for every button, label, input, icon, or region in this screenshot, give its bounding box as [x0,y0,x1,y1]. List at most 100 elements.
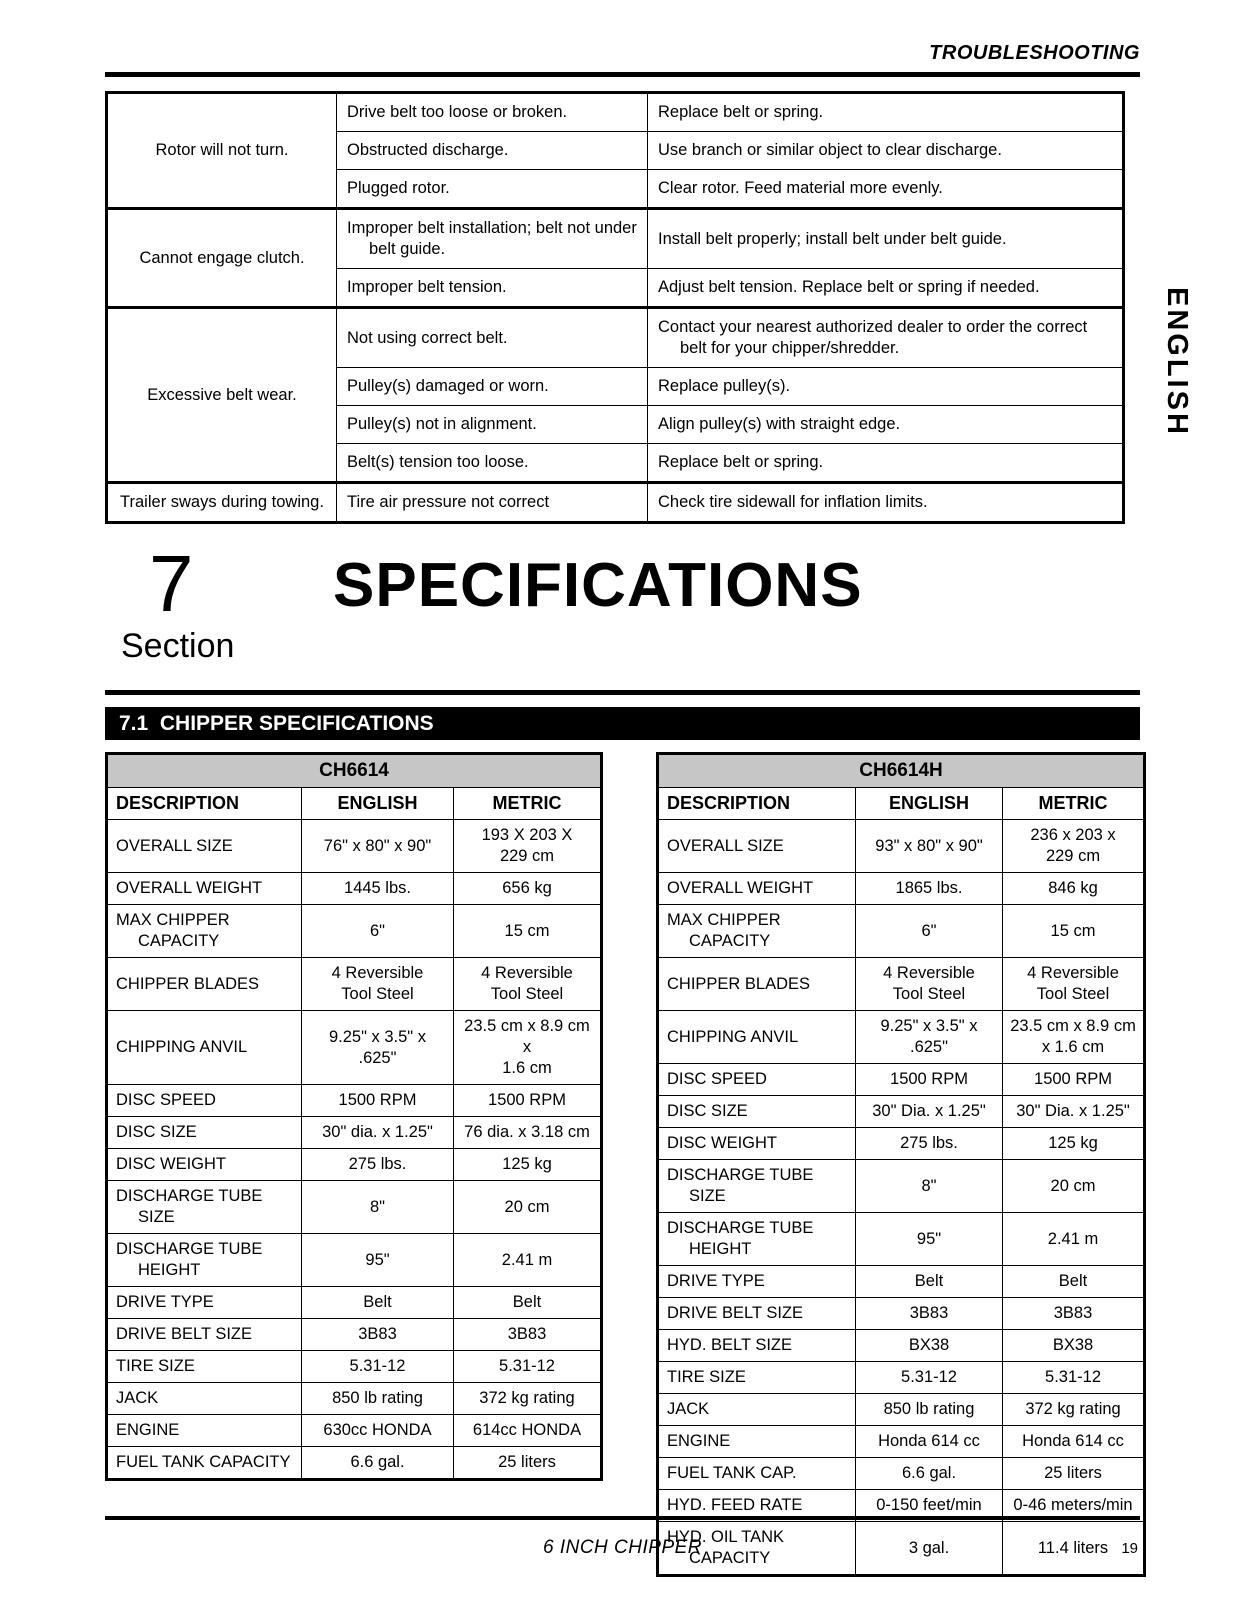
spec-desc-cell: JACK [657,1393,856,1426]
spec-metric-cell: 20 cm [453,1180,602,1234]
spec-desc-cell: JACK [106,1382,302,1415]
spec-metric-cell: 656 kg [453,872,602,905]
spec-desc-cell: CHIPPING ANVIL [106,1010,302,1085]
problem-cell: Cannot engage clutch. [106,207,337,308]
spec-desc-cell: DRIVE BELT SIZE [106,1318,302,1351]
spec-english-cell: 1500 RPM [855,1063,1003,1096]
spec-tables: CH6614 DESCRIPTION ENGLISH METRIC OVERAL… [105,752,1147,1577]
spec-metric-cell: 1500 RPM [453,1084,602,1117]
table-row: Trailer sways during towing. Tire air pr… [106,481,1124,523]
table-row: DISCHARGE TUBE HEIGHT 95" 2.41 m [106,1233,602,1287]
remedy-cell: Clear rotor. Feed material more evenly. [647,169,1124,209]
table-row: DISC SPEED 1500 RPM 1500 RPM [106,1084,602,1117]
cause-cell: Plugged rotor. [336,169,648,209]
remedy-cell: Replace belt or spring. [647,443,1124,483]
spec-desc-cell: DRIVE TYPE [657,1265,856,1298]
remedy-cell: Adjust belt tension. Replace belt or spr… [647,268,1124,308]
spec-metric-cell: 2.41 m [1001,1212,1146,1266]
cause-cell: Belt(s) tension too loose. [336,443,648,483]
spec-english-cell: 93" x 80" x 90" [855,819,1003,873]
spec-table-ch6614: CH6614 DESCRIPTION ENGLISH METRIC OVERAL… [105,752,603,1481]
spec-english-cell: 1865 lbs. [855,872,1003,905]
spec-english-cell: 630cc HONDA [301,1414,454,1447]
table-row: DISC WEIGHT 275 lbs. 125 kg [657,1127,1146,1160]
cause-cell: Not using correct belt. [336,306,648,368]
spec-desc-cell: ENGINE [657,1425,856,1458]
table-row: CHIPPER BLADES 4 Reversible Tool Steel 4… [657,957,1146,1011]
spec-english-cell: 95" [301,1233,454,1287]
spec-english-cell: 275 lbs. [301,1148,454,1181]
model-header: CH6614H [656,753,1146,788]
table-row: Improper belt tension. Adjust belt tensi… [107,268,1124,308]
spec-english-cell: 1445 lbs. [301,872,454,905]
problem-cell: Rotor will not turn. [106,91,337,209]
column-header: DESCRIPTION [657,787,856,820]
spec-metric-cell: Belt [1001,1265,1146,1298]
spec-desc-cell: DRIVE BELT SIZE [657,1297,856,1330]
table-row: JACK 850 lb rating 372 kg rating [657,1393,1146,1426]
table-row: OVERALL SIZE 93" x 80" x 90" 236 x 203 x… [657,819,1146,873]
spec-desc-cell: DISC SIZE [106,1116,302,1149]
spec-metric-cell: 5.31-12 [1001,1361,1146,1394]
cause-cell: Obstructed discharge. [336,131,648,170]
spec-english-cell: 850 lb rating [855,1393,1003,1426]
spec-english-cell: BX38 [855,1329,1003,1362]
table-row: ENGINE 630cc HONDA 614cc HONDA [106,1414,602,1447]
table-row: DISCHARGE TUBE HEIGHT 95" 2.41 m [657,1212,1146,1266]
table-row: DRIVE BELT SIZE 3B83 3B83 [657,1297,1146,1330]
section-label: Section [121,627,235,665]
spec-desc-cell: DISC SIZE [657,1095,856,1128]
cause-cell: Drive belt too loose or broken. [336,91,648,132]
spec-desc-cell: DISC SPEED [657,1063,856,1096]
table-row: TIRE SIZE 5.31-12 5.31-12 [657,1361,1146,1394]
table-row: HYD. OIL TANK CAPACITY 3 gal. 11.4 liter… [657,1521,1146,1576]
spec-desc-cell: DISC WEIGHT [106,1148,302,1181]
page-number: 19 [1121,1540,1138,1557]
spec-metric-cell: 846 kg [1001,872,1146,905]
table-row: MAX CHIPPER CAPACITY 6" 15 cm [106,904,602,958]
spec-english-cell: 3B83 [855,1297,1003,1330]
spec-desc-cell: OVERALL WEIGHT [106,872,302,905]
table-row: CHIPPER BLADES 4 Reversible Tool Steel 4… [106,957,602,1011]
remedy-cell: Use branch or similar object to clear di… [647,131,1124,170]
spec-desc-cell: FUEL TANK CAPACITY [106,1446,302,1480]
header-rule [105,72,1140,77]
table-row: Plugged rotor. Clear rotor. Feed materia… [107,169,1124,209]
spec-english-cell: 9.25" x 3.5" x .625" [301,1010,454,1085]
spec-desc-cell: ENGINE [106,1414,302,1447]
spec-english-cell: 850 lb rating [301,1382,454,1415]
spec-english-cell: 30" Dia. x 1.25" [855,1095,1003,1128]
column-header: ENGLISH [855,787,1003,820]
table-row: DISCHARGE TUBE SIZE 8" 20 cm [106,1180,602,1234]
spec-desc-cell: MAX CHIPPER CAPACITY [657,904,856,958]
table-row: Pulley(s) damaged or worn. Replace pulle… [107,367,1124,406]
spec-metric-cell: 15 cm [1001,904,1146,958]
spec-metric-cell: 23.5 cm x 8.9 cm x 1.6 cm [1001,1010,1146,1064]
table-row: DISC SIZE 30" dia. x 1.25" 76 dia. x 3.1… [106,1116,602,1149]
page-header-title: TROUBLESHOOTING [929,42,1140,64]
spec-metric-cell: 25 liters [453,1446,602,1480]
subsection-bar: 7.1 CHIPPER SPECIFICATIONS [105,707,1140,740]
spec-metric-cell: 23.5 cm x 8.9 cm x 1.6 cm [453,1010,602,1085]
spec-desc-cell: DRIVE TYPE [106,1286,302,1319]
spec-english-cell: 6" [855,904,1003,958]
spec-desc-cell: TIRE SIZE [657,1361,856,1394]
spec-metric-cell: BX38 [1001,1329,1146,1362]
table-row: DISC WEIGHT 275 lbs. 125 kg [106,1148,602,1181]
spec-english-cell: 9.25" x 3.5" x .625" [855,1010,1003,1064]
column-header: DESCRIPTION [106,787,302,820]
spec-metric-cell: 125 kg [453,1148,602,1181]
table-row: DISCHARGE TUBE SIZE 8" 20 cm [657,1159,1146,1213]
spec-metric-cell: 236 x 203 x 229 cm [1001,819,1146,873]
spec-metric-cell: 2.41 m [453,1233,602,1287]
spec-metric-cell: 372 kg rating [453,1382,602,1415]
table-row: DISC SIZE 30" Dia. x 1.25" 30" Dia. x 1.… [657,1095,1146,1128]
spec-desc-cell: HYD. OIL TANK CAPACITY [657,1521,856,1576]
spec-english-cell: 6.6 gal. [301,1446,454,1480]
spec-english-cell: 4 Reversible Tool Steel [301,957,454,1011]
table-row: DRIVE BELT SIZE 3B83 3B83 [106,1318,602,1351]
table-row: FUEL TANK CAPACITY 6.6 gal. 25 liters [106,1446,602,1480]
model-header: CH6614 [106,753,602,788]
spec-desc-cell: CHIPPER BLADES [657,957,856,1011]
spec-desc-cell: FUEL TANK CAP. [657,1457,856,1490]
